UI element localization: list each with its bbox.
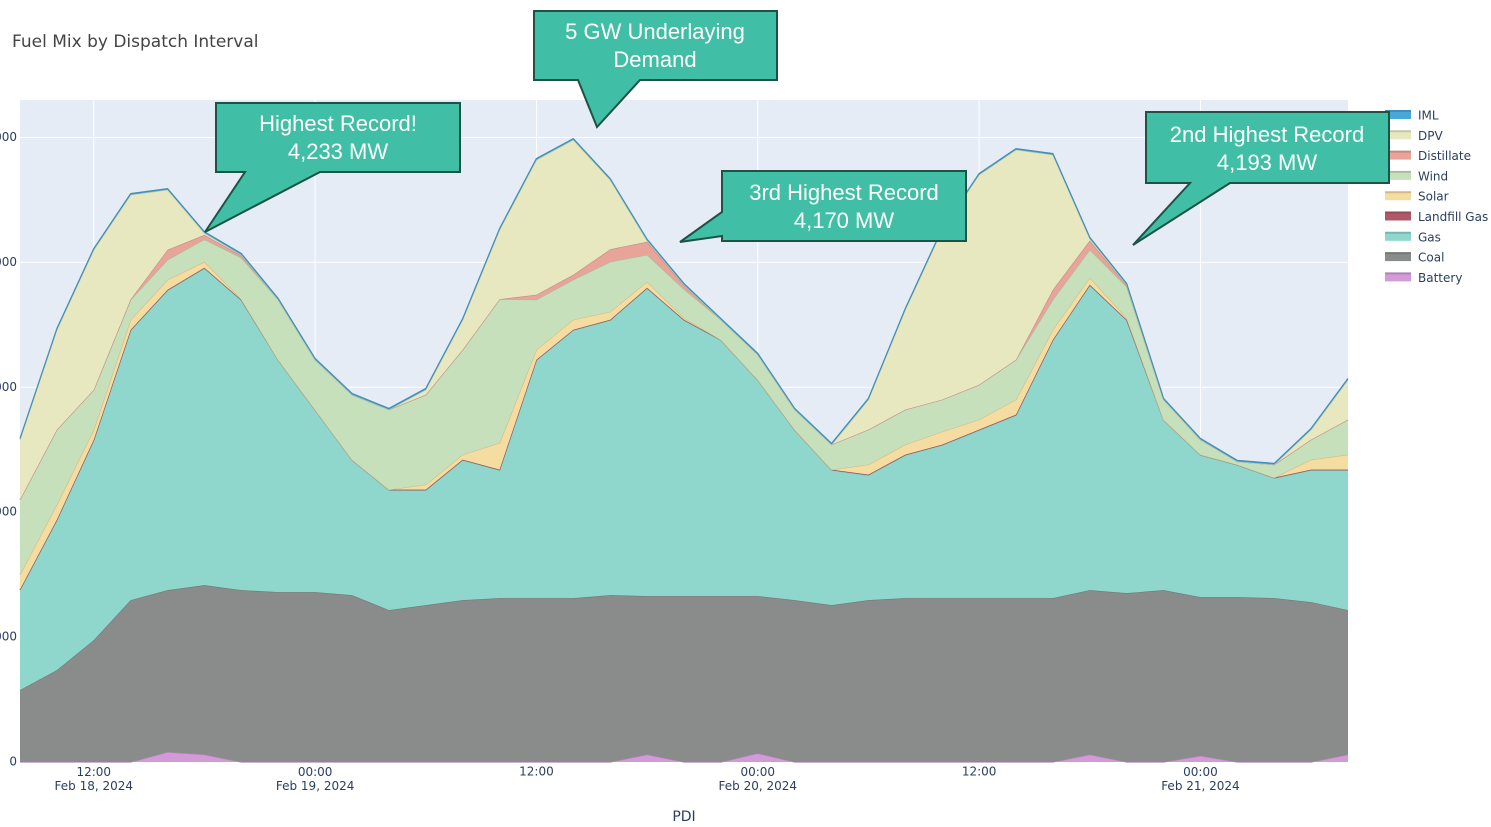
x-tick-label: 00:00 Feb 19, 2024 (276, 765, 355, 793)
legend-label: Coal (1418, 251, 1444, 265)
legend-swatch (1385, 253, 1411, 262)
legend-swatch (1385, 232, 1411, 241)
callout-text: Highest Record! (259, 111, 417, 136)
y-tick-label: 1000 (0, 630, 17, 644)
y-tick-label: 3000 (0, 380, 17, 394)
area (20, 752, 1348, 762)
callout-text: 4,193 MW (1217, 150, 1317, 175)
callout (1132, 111, 1390, 246)
y-tick-label: 5000 (0, 130, 17, 144)
x-tick-label: 00:00 Feb 21, 2024 (1161, 765, 1240, 793)
area-edge (19, 137, 1349, 465)
x-axis-title: PDI (672, 809, 695, 823)
callout (679, 170, 967, 243)
legend-swatch (1385, 273, 1411, 282)
area (20, 268, 1348, 691)
legend-swatch (1385, 111, 1411, 119)
legend-swatch (1385, 151, 1411, 160)
legend-label: Landfill Gas (1418, 210, 1488, 224)
legend-swatch (1385, 192, 1411, 201)
x-tick-label: 12:00 (962, 765, 997, 779)
y-tick-label: 0 (9, 755, 17, 769)
legend-swatch (1385, 171, 1411, 180)
annotations: 5 GW Underlaying Demand Highest Record! 4,2… (204, 10, 1390, 246)
callout-text: 4,170 MW (794, 208, 894, 233)
legend-label: Distillate (1418, 149, 1471, 163)
callout (533, 10, 778, 129)
y-tick-label: 4000 (0, 255, 17, 269)
legend-label: DPV (1418, 129, 1443, 143)
legend-swatch (1385, 212, 1411, 221)
callout-text: 2nd Highest Record (1170, 122, 1364, 147)
x-tick-label: 12:00 Feb 18, 2024 (55, 765, 134, 793)
callout-text: 5 GW Underlaying (565, 19, 745, 44)
legend-label: Battery (1418, 271, 1462, 285)
legend-label: IML (1418, 109, 1439, 123)
callout-text: Demand (613, 47, 696, 72)
area (20, 239, 1348, 575)
x-tick-label: 12:00 (519, 765, 554, 779)
chart-title: Fuel Mix by Dispatch Interval (12, 32, 259, 52)
callout (204, 102, 461, 233)
legend-label: Gas (1418, 230, 1441, 244)
area (20, 139, 1348, 500)
legend-label: Wind (1418, 169, 1448, 183)
area (20, 585, 1348, 762)
legend-label: Solar (1418, 190, 1449, 204)
area (20, 234, 1348, 500)
x-tick-label: 00:00 Feb 20, 2024 (719, 765, 798, 793)
legend-swatch (1385, 131, 1411, 140)
callout-text: 4,233 MW (288, 139, 388, 164)
y-tick-label: 2000 (0, 505, 17, 519)
callout-text: 3rd Highest Record (749, 180, 939, 205)
